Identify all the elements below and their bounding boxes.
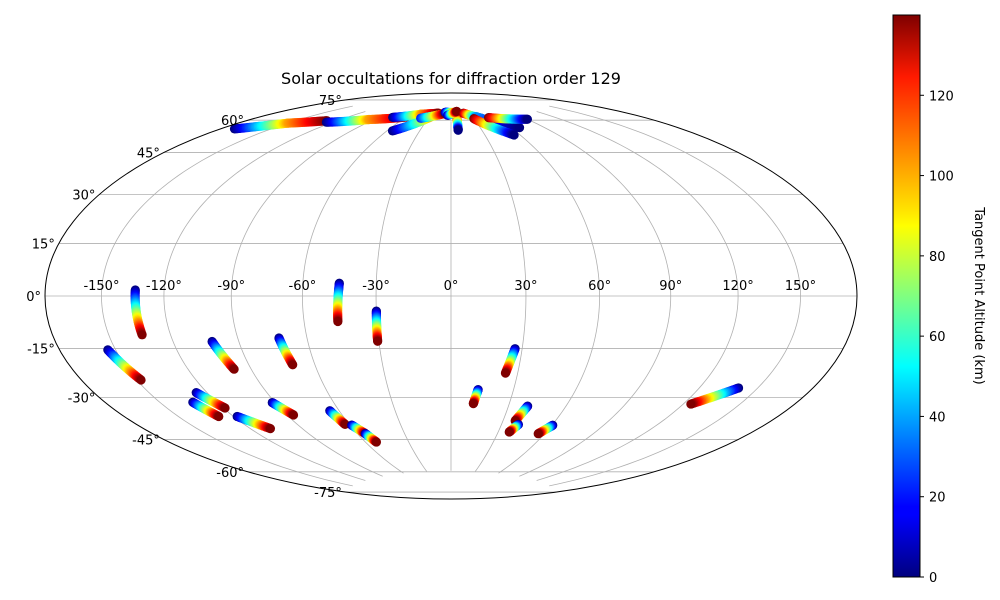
- data-point: [453, 125, 463, 135]
- y-tick-label: -75°: [314, 486, 342, 501]
- colorbar-tick-label: 80: [929, 250, 946, 265]
- data-point: [522, 114, 533, 124]
- meridian-gridline: [536, 111, 739, 481]
- colorbar-gradient: [892, 14, 921, 578]
- colorbar-ticks: 0 20 40 60 80 100 120: [920, 89, 954, 586]
- x-tick-label: 60°: [588, 279, 611, 294]
- data-point: [533, 429, 543, 439]
- data-point: [214, 411, 224, 422]
- data-point: [136, 375, 146, 385]
- data-point: [265, 423, 276, 434]
- data-point: [373, 336, 383, 346]
- colorbar-tick-label: 120: [929, 89, 954, 104]
- colorbar-tick-label: 20: [929, 491, 946, 506]
- y-tick-label: 15°: [32, 237, 55, 252]
- map-area: -150° -120° -90° -60° -30° 0° 30° 60° 90° 120° 150…: [26, 92, 858, 501]
- data-point: [371, 437, 381, 447]
- y-tick-label: -60°: [216, 466, 244, 481]
- y-tick-label: 45°: [137, 146, 160, 161]
- grid: [45, 99, 857, 493]
- x-tick-label: 150°: [785, 279, 816, 294]
- x-tick-label: -120°: [146, 279, 182, 294]
- x-tick-label: 120°: [722, 279, 753, 294]
- x-tick-label: 90°: [659, 279, 682, 294]
- x-tick-label: 30°: [514, 279, 537, 294]
- data-point: [509, 130, 519, 140]
- x-tick-label: -60°: [289, 279, 317, 294]
- colorbar-tick-label: 100: [929, 170, 954, 185]
- meridian-gridline: [163, 111, 366, 481]
- colorbar-tick-label: 0: [929, 571, 937, 586]
- data-point: [504, 427, 514, 437]
- y-tick-label: -30°: [68, 392, 96, 407]
- y-tick-label: 0°: [26, 290, 41, 305]
- x-tick-label: -150°: [83, 279, 119, 294]
- chart-title: Solar occultations for diffraction order…: [281, 69, 621, 88]
- data-point: [229, 364, 239, 374]
- meridian-gridline: [549, 105, 801, 487]
- colorbar-tick-label: 60: [929, 330, 946, 345]
- colorbar-tick-label: 40: [929, 410, 946, 425]
- data-point: [288, 410, 299, 420]
- x-tick-labels: -150° -120° -90° -60° -30° 0° 30° 60° 90° 120° 150…: [83, 279, 816, 294]
- data-point: [500, 368, 511, 378]
- data-point: [686, 399, 696, 409]
- meridian-gridline: [475, 120, 527, 472]
- y-tick-label: 60°: [221, 114, 244, 129]
- data-point: [137, 330, 147, 340]
- data-point: [288, 360, 298, 370]
- data-point: [468, 399, 478, 409]
- data-point: [514, 123, 525, 133]
- data-points: [103, 106, 744, 447]
- y-tick-label: 75°: [319, 94, 342, 109]
- meridian-gridline: [230, 115, 383, 477]
- x-tick-label: -30°: [362, 279, 390, 294]
- meridian-gridline: [375, 120, 427, 472]
- y-tick-labels: 75° 60° 45° 30° 15° 0° -15° -30° -45° -60° -75°: [26, 94, 342, 501]
- x-tick-label: -90°: [217, 279, 245, 294]
- y-tick-label: 30°: [72, 189, 95, 204]
- meridian-gridline: [498, 118, 601, 474]
- meridian-gridline: [519, 115, 672, 477]
- meridian-gridline: [101, 105, 353, 487]
- y-tick-label: -15°: [27, 343, 55, 358]
- y-tick-label: -45°: [132, 434, 160, 449]
- x-tick-label: 0°: [444, 279, 459, 294]
- colorbar-label: Tangent Point Altitude (km): [971, 206, 986, 384]
- data-point: [220, 403, 230, 413]
- colorbar: 0 20 40 60 80 100 120 Tangent Point Altitude (…: [892, 14, 986, 586]
- map-outline: [44, 92, 858, 500]
- data-point: [333, 316, 343, 327]
